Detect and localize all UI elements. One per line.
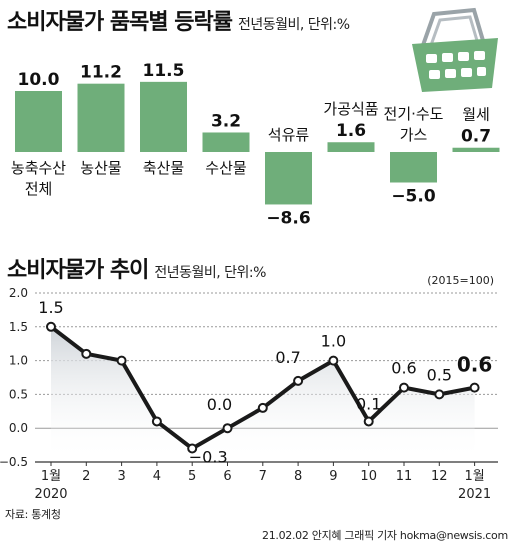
x-tick-label-6: 7 (259, 469, 267, 484)
y-tick-label-2: 1.0 (9, 354, 28, 368)
bar-value-label-5: 1.6 (336, 121, 366, 141)
x-tick-label-2: 3 (117, 469, 125, 484)
line-value-label-11: 0.5 (427, 365, 452, 384)
bar-category-label-7-0: 월세 (462, 106, 490, 124)
bar-category-label-0-0: 농축수산 (11, 159, 66, 177)
line-value-label-9: 0.1 (356, 394, 381, 413)
bar-value-label-3: 3.2 (211, 111, 241, 131)
y-tick-label-3: 0.5 (9, 387, 28, 401)
line-point-10 (399, 382, 409, 393)
bar-category-label-3-0: 수산물 (205, 159, 246, 177)
shopping-basket-icon-holes (426, 51, 486, 79)
year-label-12: 2021 (458, 487, 491, 502)
x-tick-label-3: 4 (153, 469, 161, 484)
line-value-label-7: 0.7 (275, 348, 300, 367)
bar-value-label-2: 11.5 (143, 61, 185, 81)
bar-4 (265, 152, 312, 205)
line-point-1 (81, 348, 92, 359)
year-label-0: 2020 (34, 487, 67, 502)
x-tick-label-1: 2 (82, 469, 90, 484)
x-tick-label-4: 5 (188, 469, 196, 484)
line-value-label-10: 0.6 (391, 359, 416, 378)
line-value-label-5: 0.0 (207, 395, 232, 414)
line-value-label-4: −0.3 (189, 447, 228, 466)
bar-chart-title-text: 소비자물가 품목별 등락률 (7, 10, 233, 35)
x-tick-label-0: 1월 (41, 469, 61, 484)
line-point-5 (222, 423, 233, 434)
x-tick-label-10: 11 (396, 469, 413, 484)
line-point-6 (257, 402, 268, 413)
line-chart-subtitle: 전년동월비, 단위:% (154, 265, 266, 281)
bar-2 (140, 81, 187, 152)
bar-chart-subtitle: 전년동월비, 단위:% (237, 17, 350, 33)
y-tick-label-4: 0.0 (9, 421, 28, 435)
bar-3 (202, 132, 250, 152)
y-tick-label-1: 1.5 (9, 320, 28, 334)
line-point-12 (469, 382, 480, 393)
bar-category-label-5-0: 가공식품 (323, 100, 378, 118)
bar-value-label-4: −8.6 (266, 208, 310, 228)
credit-label: 21.02.02 안지혜 그래픽 기자 hokma@newsis.com (262, 529, 508, 542)
x-tick-label-7: 8 (294, 469, 302, 484)
x-tick-label-5: 6 (223, 469, 231, 484)
bar-category-label-4-0: 석유류 (268, 126, 310, 144)
bar-value-label-6: −5.0 (391, 187, 436, 207)
bar-0 (15, 91, 62, 152)
bar-category-label-1-0: 농산물 (80, 159, 121, 177)
bar-value-label-0: 10.0 (18, 70, 60, 90)
bar-category-label-6-0: 전기·수도 (384, 105, 444, 123)
bar-value-label-7: 0.7 (461, 127, 491, 147)
line-chart-title: 소비자물가 추이 전년동월비, 단위:% (7, 252, 266, 284)
line-point-0 (46, 321, 56, 332)
y-tick-label-0: 2.0 (9, 286, 28, 300)
line-value-label-0: 1.5 (38, 298, 63, 317)
line-chart-title-text: 소비자물가 추이 (7, 258, 149, 283)
bar-1 (77, 83, 125, 152)
line-point-11 (434, 389, 445, 400)
line-point-2 (116, 355, 127, 366)
bar-5 (327, 142, 375, 152)
source-label: 자료: 통계청 (5, 508, 61, 521)
y-tick-label-5: −0.5 (0, 455, 28, 469)
line-point-7 (293, 375, 304, 386)
bar-category-label-2-0: 축산물 (143, 159, 184, 177)
line-point-4 (187, 443, 198, 454)
bar-6 (390, 152, 437, 183)
line-point-9 (363, 416, 374, 427)
bar-value-label-1: 11.2 (80, 63, 122, 83)
line-value-label-12: 0.6 (457, 353, 492, 377)
shopping-basket-icon (412, 7, 498, 92)
line-point-3 (151, 416, 162, 427)
x-tick-label-9: 10 (360, 469, 377, 484)
line-chart-note: (2015=100) (427, 274, 494, 287)
line-value-label-8: 1.0 (321, 332, 346, 351)
bar-category-label-0-1: 전체 (25, 180, 53, 198)
bar-category-label-6-1: 가스 (400, 126, 428, 144)
x-tick-label-11: 12 (431, 469, 448, 484)
bar-7 (452, 147, 500, 152)
x-tick-label-8: 9 (329, 469, 337, 484)
x-tick-label-12: 1월 (464, 469, 484, 484)
bar-chart-title: 소비자물가 품목별 등락률 전년동월비, 단위:% (7, 4, 350, 36)
shopping-basket-icon-handle (420, 7, 486, 49)
line-point-8 (328, 355, 339, 366)
line-area-fill (51, 326, 475, 462)
